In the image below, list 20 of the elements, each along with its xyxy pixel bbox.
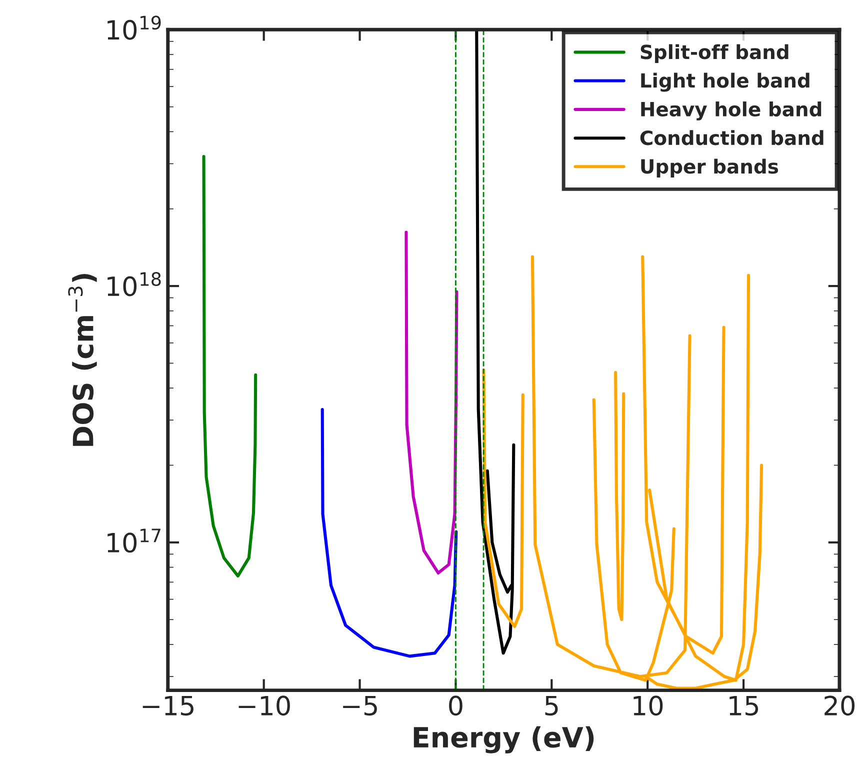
x-tick-label: 5 <box>545 696 558 716</box>
legend-label: Upper bands <box>641 158 778 178</box>
legend-label: Conduction band <box>640 130 824 146</box>
y-tick-label: 10$^{17}$ <box>108 528 160 553</box>
x-axis-title: Energy (eV) <box>414 726 594 754</box>
x-tick-label: −5 <box>343 696 377 716</box>
legend-label: Heavy hole band <box>641 101 822 120</box>
legend-label: Split-off band <box>640 44 788 64</box>
y-axis-title: DOS (cm$^{−3}$) <box>68 274 97 446</box>
x-tick-label: 0 <box>449 696 462 716</box>
legend-label: Light hole band <box>641 72 810 92</box>
x-tick-label: −15 <box>142 696 194 716</box>
line-series <box>202 154 258 578</box>
line-series <box>320 408 458 658</box>
x-tick-label: 15 <box>730 696 758 716</box>
y-tick-label: 10$^{19}$ <box>108 16 161 40</box>
x-tick-label: −10 <box>238 696 290 716</box>
x-tick-label: 10 <box>634 696 663 716</box>
y-tick-label: 10$^{18}$ <box>108 272 161 296</box>
x-tick-label: 20 <box>824 696 855 716</box>
